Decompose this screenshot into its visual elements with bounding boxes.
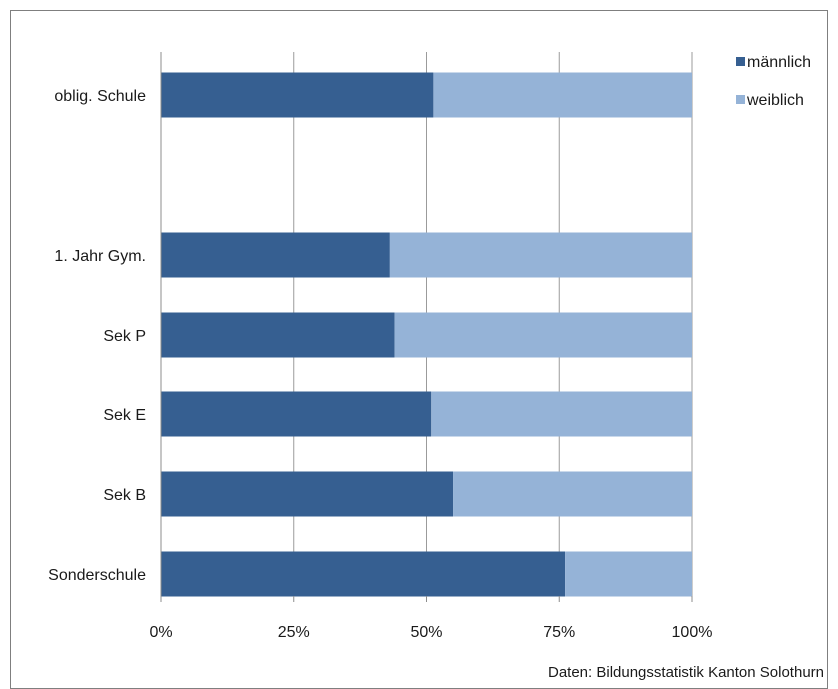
category-label: Sek B: [103, 487, 146, 504]
category-label: oblig. Schule: [54, 88, 146, 105]
bar-männlich: [161, 471, 454, 517]
bar-männlich: [161, 312, 395, 358]
bar-weiblich: [565, 551, 692, 597]
bar-männlich: [161, 72, 434, 118]
bar-weiblich: [433, 72, 692, 118]
category-labels: oblig. Schule 1. Jahr Gym. Sek P Sek E Sek B…: [48, 88, 146, 584]
bar-weiblich: [453, 471, 692, 517]
axes: [160, 52, 693, 602]
legend-label: weiblich: [746, 92, 804, 109]
bar-männlich: [161, 232, 390, 278]
legend-label: männlich: [747, 54, 811, 71]
bar-weiblich: [394, 312, 692, 358]
bar-group: [161, 72, 692, 597]
tick-labels: 0% 25% 50% 75% 100%: [149, 624, 712, 641]
category-label: 1. Jahr Gym.: [54, 248, 146, 265]
x-tick-label: 75%: [543, 624, 575, 641]
bar-weiblich: [389, 232, 692, 278]
legend-swatch: [736, 57, 745, 66]
x-tick-label: 25%: [278, 624, 310, 641]
category-label: Sek E: [103, 407, 146, 424]
category-label: Sonderschule: [48, 567, 146, 584]
legend-swatch: [736, 95, 745, 104]
bar-weiblich: [431, 391, 692, 437]
x-tick-label: 100%: [672, 624, 713, 641]
x-tick-label: 0%: [149, 624, 172, 641]
x-tick-label: 50%: [410, 624, 442, 641]
source-note: Daten: Bildungsstatistik Kanton Solothur…: [548, 664, 824, 681]
bar-männlich: [161, 551, 566, 597]
legend: männlich weiblich: [736, 54, 811, 109]
category-label: Sek P: [103, 328, 146, 345]
bar-männlich: [161, 391, 432, 437]
